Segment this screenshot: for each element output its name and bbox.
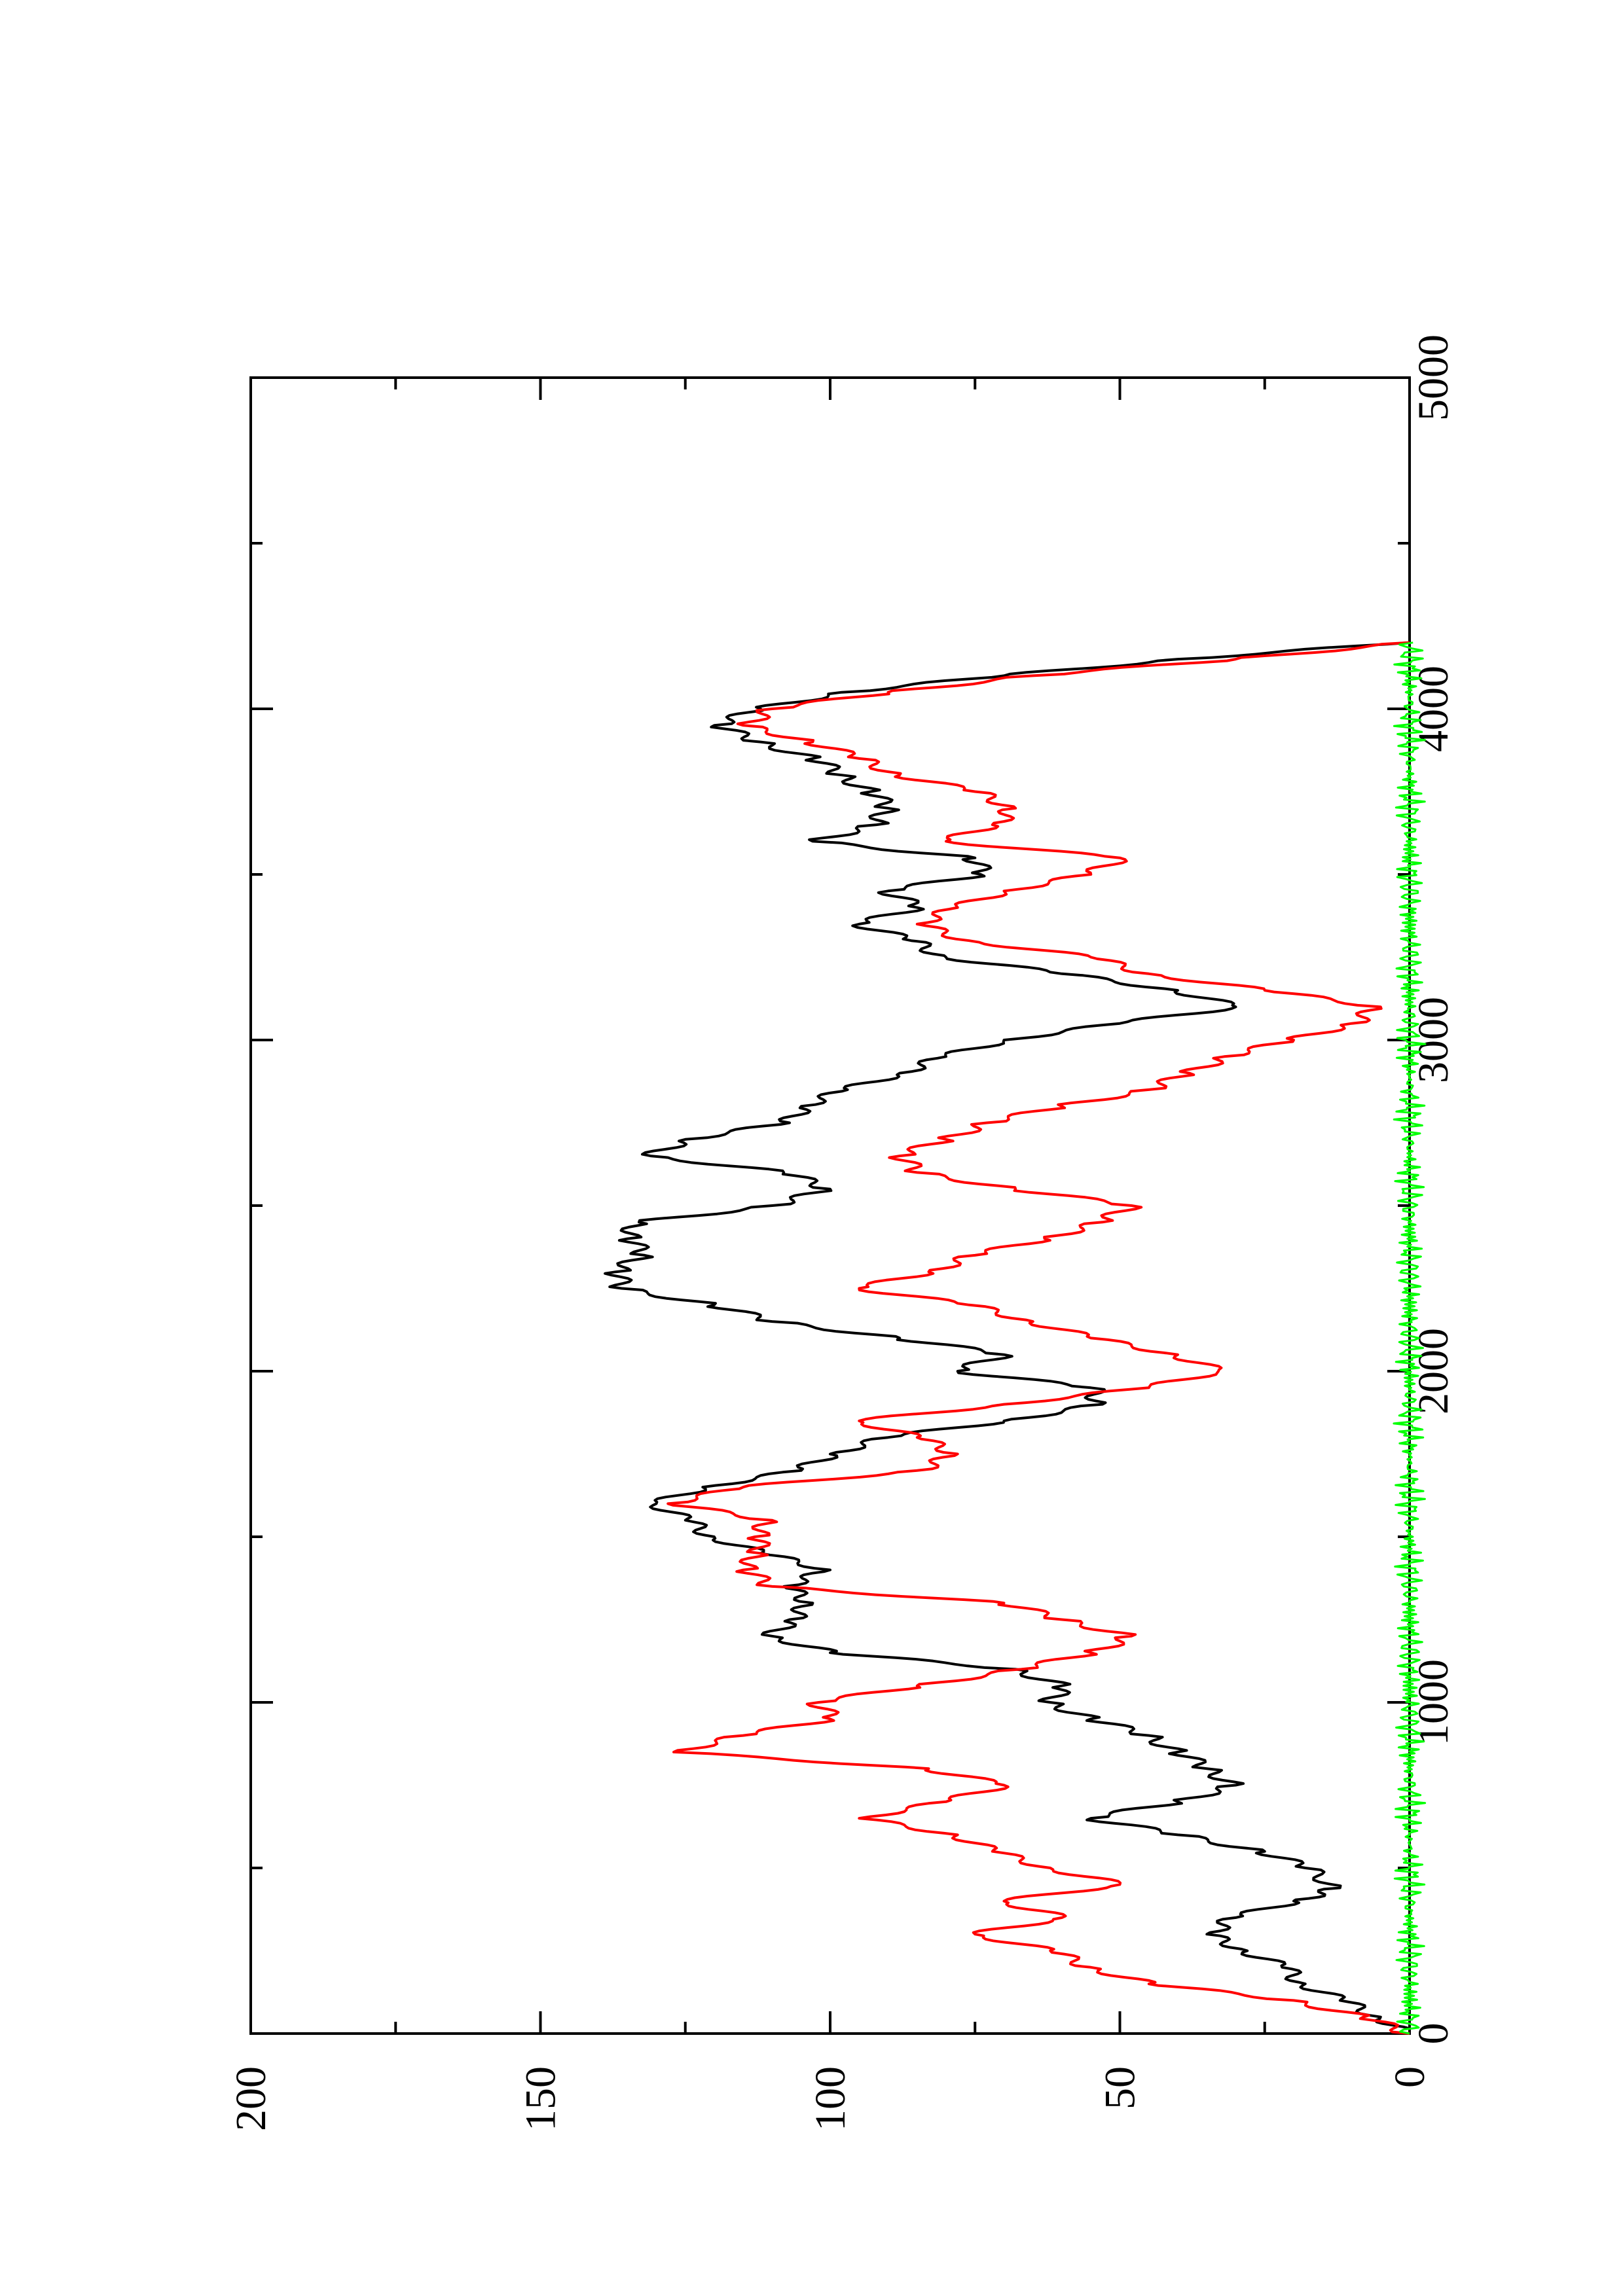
y-tick-label: 200 [227, 2066, 275, 2131]
x-tick-label: 3000 [1410, 997, 1457, 1083]
x-tick-label: 4000 [1410, 666, 1457, 752]
series-line-3 [1393, 641, 1427, 2035]
series-line-2 [666, 641, 1410, 2035]
x-tick-label: 1000 [1410, 1659, 1457, 1746]
y-tick-label: 100 [807, 2066, 854, 2131]
x-tick-label: 2000 [1410, 1328, 1457, 1414]
y-tick-label: 150 [517, 2066, 565, 2131]
series-layer [604, 641, 1427, 2035]
axis-ticks [249, 376, 1411, 2035]
y-tick-label: 0 [1386, 2066, 1434, 2088]
y-tick-label: 50 [1097, 2066, 1144, 2109]
series-line-1 [604, 641, 1411, 2034]
x-tick-label: 5000 [1410, 334, 1457, 421]
